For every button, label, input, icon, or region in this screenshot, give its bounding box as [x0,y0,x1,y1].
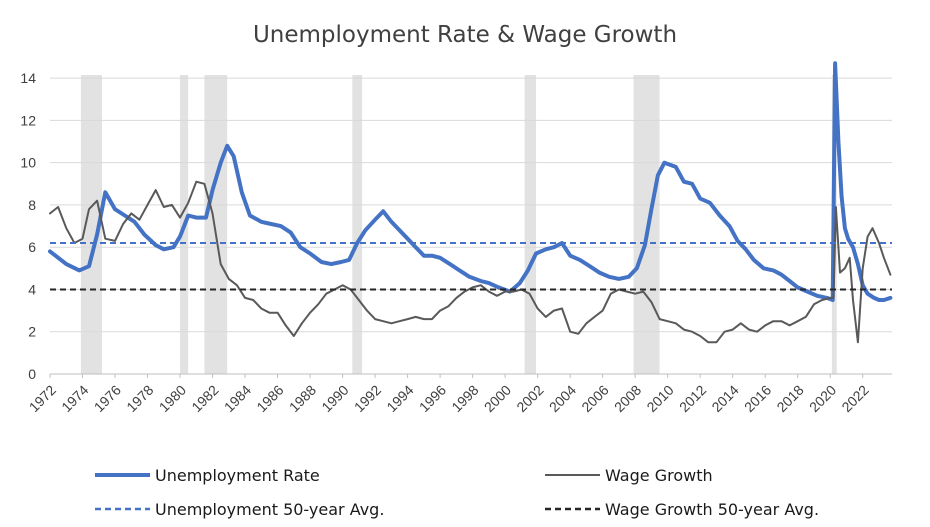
x-tick-label: 1992 [351,382,384,415]
legend-label-wage-growth-50-year-avg: Wage Growth 50-year Avg. [605,500,819,519]
x-tick-label: 2006 [578,382,611,415]
x-tick-label: 1996 [416,382,449,415]
x-tick-label: 2018 [773,382,806,415]
x-tick-label: 1972 [26,382,59,415]
x-tick-label: 2004 [546,382,579,415]
recession-band [352,75,363,374]
unemployment-rate-line [48,61,893,302]
y-tick-label: 8 [28,197,36,213]
x-tick-label: 2020 [806,382,839,415]
x-tick-label: 1994 [383,382,416,415]
series-layer [48,61,893,344]
x-tick-label: 2012 [676,382,709,415]
x-tick-label: 1982 [188,382,221,415]
x-tick-label: 2010 [643,382,676,415]
x-tick-label: 1988 [286,382,319,415]
legend-label-unemployment-rate: Unemployment Rate [155,466,320,485]
x-tick-label: 1990 [318,382,351,415]
x-tick-label: 1998 [448,382,481,415]
chart-title: Unemployment Rate & Wage Growth [253,22,677,48]
recession-band [80,75,103,374]
x-tick-label: 2000 [481,382,514,415]
y-tick-label: 6 [28,239,36,255]
legend-label-unemployment-50-year-avg: Unemployment 50-year Avg. [155,500,384,519]
legend-label-wage-growth: Wage Growth [605,466,713,485]
y-tick-label: 2 [28,324,36,340]
y-tick-label: 10 [20,155,36,171]
x-tick-label: 2014 [708,382,741,415]
recession-band [524,75,537,374]
x-tick-label: 1980 [156,382,189,415]
recession-band [204,75,228,374]
y-tick-label: 0 [28,366,36,382]
x-tick-label: 1976 [91,382,124,415]
wage-growth-line [49,180,892,344]
y-tick-label: 14 [20,70,36,86]
x-tick-label: 1978 [123,382,156,415]
recession-band [633,75,660,374]
y-tick-label: 12 [20,112,36,128]
x-tick-label: 2022 [838,382,871,415]
gridlines [50,77,892,333]
x-tick-label: 1986 [253,382,286,415]
x-tick-label: 1984 [221,382,254,415]
x-tick-label: 2008 [611,382,644,415]
x-tick-label: 2016 [741,382,774,415]
x-tick-label: 2002 [513,382,546,415]
legend: Unemployment Rate Wage Growth Unemployment… [95,466,819,519]
x-tick-label: 1974 [58,382,91,415]
recession-shading-layer [80,75,837,374]
y-tick-label: 4 [28,281,36,297]
